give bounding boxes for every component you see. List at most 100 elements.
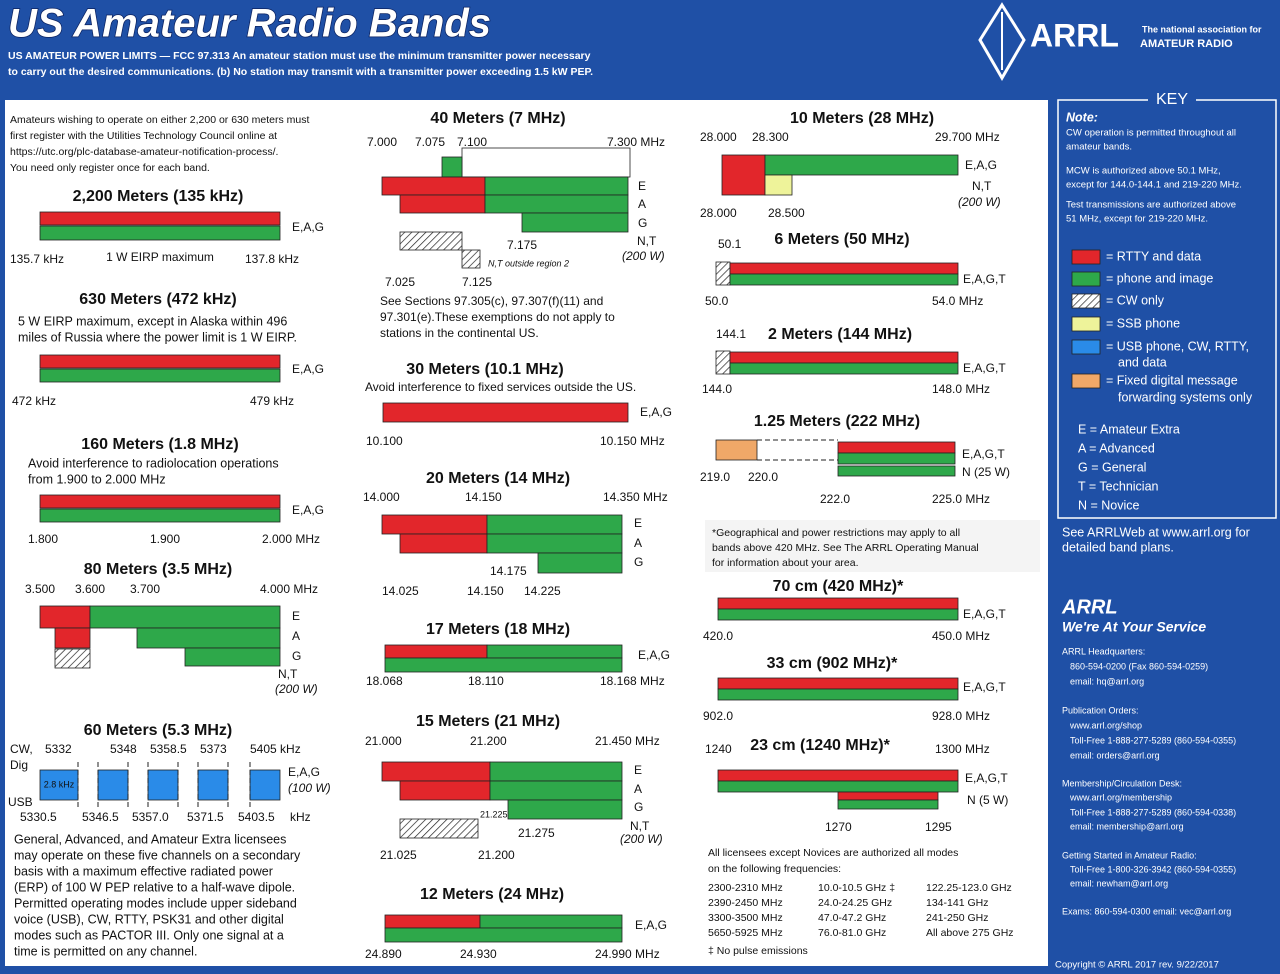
band-label: Avoid interference to radiolocation oper… (28, 456, 279, 470)
band-title: 80 Meters (3.5 MHz) (84, 561, 233, 578)
copyright: Copyright © ARRL 2017 rev. 9/22/2017 (1055, 960, 1219, 971)
band-label: stations in the continental US. (380, 326, 539, 340)
band-segment (39, 769, 79, 801)
band-label: 28.300 (752, 130, 789, 144)
band-label: E,A,G (638, 648, 670, 662)
frequency-cell: 2390-2450 MHz (708, 897, 783, 909)
band-label: (200 W) (275, 682, 318, 696)
band-label: E,A,G (640, 405, 672, 419)
band-label: A (292, 629, 300, 643)
band-label: 137.8 kHz (245, 252, 299, 266)
band-label: 472 kHz (12, 394, 56, 408)
band-label: E (634, 763, 642, 777)
band-label: 3.500 (25, 582, 55, 596)
band-segment (39, 225, 281, 241)
band-label: Dig (10, 758, 28, 772)
band-label: time is permitted on any channel. (14, 944, 197, 958)
restriction-note: bands above 420 MHz. See The ARRL Operat… (712, 542, 979, 554)
band-label: 14.175 (490, 564, 527, 578)
band-segment (484, 176, 629, 196)
band-label: 5330.5 (20, 810, 57, 824)
band-label: 135.7 kHz (10, 252, 64, 266)
band-segment (381, 761, 491, 782)
band-label: from 1.900 to 2.000 MHz (28, 472, 166, 486)
band-title: 40 Meters (7 MHz) (430, 110, 565, 127)
band-label: voice (USB), CW, RTTY, PSK31 and other d… (14, 912, 284, 926)
band-label: G (292, 649, 301, 663)
band-segment (461, 147, 631, 178)
band-segment (486, 644, 623, 659)
band-label: 14.025 (382, 584, 419, 598)
band-title: 33 cm (902 MHz)* (767, 655, 898, 672)
band-label: G (634, 800, 643, 814)
band-segment (837, 791, 939, 801)
band-segment (39, 508, 281, 523)
logo: ARRL (1030, 17, 1119, 53)
note-line: CW operation is permitted throughout all (1066, 128, 1236, 139)
band-label: 10.100 (366, 434, 403, 448)
contact-line: Exams: 860-594-0300 email: vec@arrl.org (1062, 906, 1231, 916)
band-title: 6 Meters (50 MHz) (774, 231, 909, 248)
band-label: 28.500 (768, 206, 805, 220)
band-segment (197, 769, 229, 801)
band-label: (ERP) of 100 W PEP relative to a half-wa… (14, 880, 295, 894)
band-segment (717, 688, 959, 701)
band-label: 14.150 (465, 490, 502, 504)
band-label: 5405 kHz (250, 742, 301, 756)
footnote: ‡ No pulse emissions (708, 945, 808, 957)
band-label: 7.075 (415, 135, 445, 149)
band-label: 14.000 (363, 490, 400, 504)
band-label: may operate on these five channels on a … (14, 848, 301, 862)
legend-entry: = phone and image (1106, 271, 1213, 285)
band-segment (382, 402, 629, 423)
band-title: 15 Meters (21 MHz) (416, 713, 560, 730)
intro-line: https://utc.org/plc-database-amateur-not… (10, 146, 278, 158)
band-segment (729, 273, 959, 286)
band-label: 21.200 (470, 734, 507, 748)
band-label: 148.0 MHz (932, 382, 990, 396)
band-label: E,A,G (292, 503, 324, 517)
band-label: E,A,G,T (962, 447, 1005, 461)
intro-line: You need only register once for each ban… (10, 162, 210, 174)
frequency-cell: All above 275 GHz (926, 927, 1014, 939)
band-segment (1071, 373, 1101, 389)
band-label: A (634, 536, 642, 550)
band-label: modes such as PACTOR III. Only one signa… (14, 928, 284, 942)
legend-entry: = Fixed digital message (1106, 373, 1238, 387)
note-line: amateur bands. (1066, 142, 1132, 153)
band-segment (717, 780, 959, 793)
band-label: 5332 (45, 742, 72, 756)
band-segment (441, 156, 463, 178)
license-class: E = Amateur Extra (1078, 422, 1180, 436)
band-label: E,A,G (292, 220, 324, 234)
logo-tag: AMATEUR RADIO (1140, 38, 1233, 50)
band-label: 14.225 (524, 584, 561, 598)
frequency-cell: 5650-5925 MHz (708, 927, 783, 939)
band-segment (461, 249, 481, 269)
contact-line: www.arrl.org/membership (1069, 792, 1172, 802)
band-segment (1071, 249, 1101, 265)
contact-line: Toll-Free 1-800-326-3942 (860-594-0355) (1070, 864, 1236, 874)
band-label: N (5 W) (967, 793, 1008, 807)
band-label: 18.068 (366, 674, 403, 688)
band-label: E,A,G,T (963, 607, 1006, 621)
frequency-cell: 241-250 GHz (926, 912, 988, 924)
contact-line: www.arrl.org/shop (1069, 720, 1142, 730)
license-class: T = Technician (1078, 479, 1159, 493)
band-title: 17 Meters (18 MHz) (426, 621, 570, 638)
band-segment (489, 780, 623, 801)
band-segment (521, 212, 629, 233)
band-label: 5357.0 (132, 810, 169, 824)
service-title: ARRL (1061, 596, 1118, 618)
contact-line: Getting Started in Amateur Radio: (1062, 850, 1197, 860)
band-label: 1 W EIRP maximum (106, 250, 214, 264)
band-segment (89, 605, 281, 629)
band-label: 28.000 (700, 130, 737, 144)
band-segment (54, 627, 91, 649)
intro-line: first register with the Utilities Techno… (10, 130, 277, 142)
band-segment (484, 194, 629, 214)
band-label: 222.0 (820, 492, 850, 506)
band-label: (100 W) (288, 781, 331, 795)
band-segment (39, 605, 91, 629)
